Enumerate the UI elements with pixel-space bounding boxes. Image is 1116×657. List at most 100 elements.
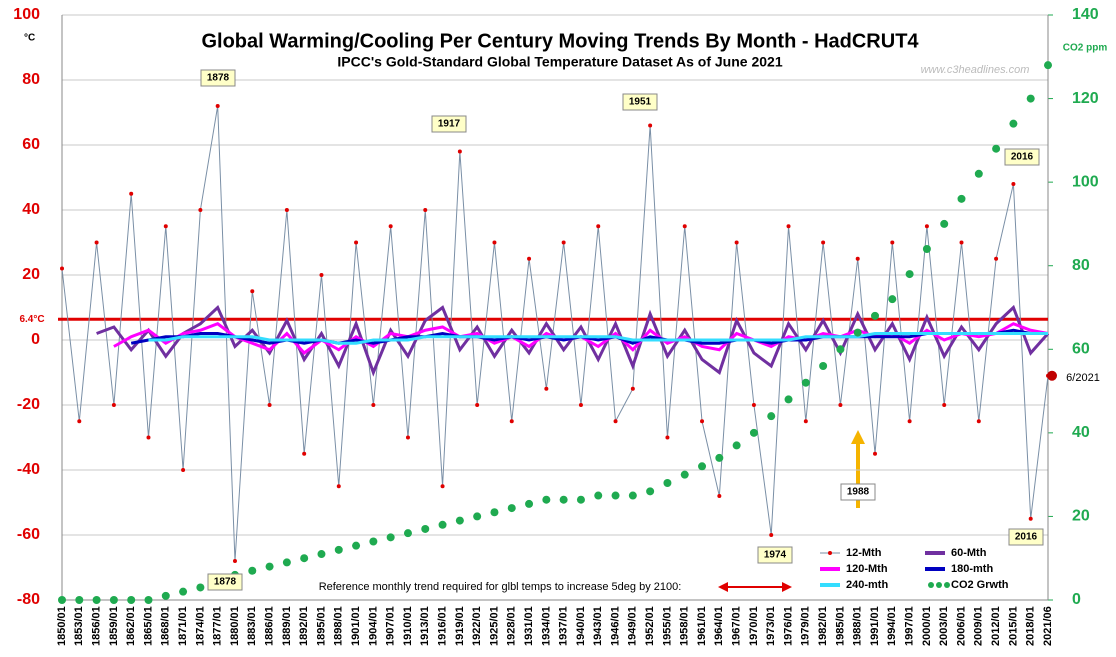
reference-label: 6.4°C	[19, 314, 44, 325]
point	[682, 224, 687, 229]
legend-label: 120-Mth	[846, 563, 888, 575]
co2-point	[784, 395, 793, 404]
x-tick-label: 1994/01	[886, 606, 898, 646]
y2-tick-label: 60	[1072, 341, 1090, 358]
y2-tick-label: 40	[1072, 424, 1090, 441]
point	[319, 273, 324, 277]
x-tick-label: 1970/01	[748, 606, 760, 646]
point	[232, 559, 237, 563]
point	[354, 240, 359, 245]
annotation-box	[840, 483, 876, 501]
co2-point	[490, 508, 499, 517]
ref-arrow-head	[782, 582, 792, 592]
co2-point	[628, 491, 637, 500]
point	[578, 403, 583, 407]
point	[855, 256, 860, 261]
x-tick-label: 1907/01	[385, 606, 397, 646]
co2-point	[871, 311, 880, 320]
point	[700, 419, 705, 424]
point	[492, 240, 497, 245]
co2-point	[594, 491, 603, 500]
point	[388, 224, 393, 229]
co2-point	[109, 596, 118, 604]
x-tick-label: 1928/01	[506, 606, 518, 646]
annotation: 1988	[847, 487, 870, 498]
co2-point	[819, 362, 828, 370]
x-tick-label: 1919/01	[454, 606, 466, 646]
last-point	[1047, 370, 1057, 381]
co2-point	[767, 412, 776, 421]
x-tick-label: 1859/01	[108, 606, 120, 646]
point	[838, 403, 843, 407]
legend-label: 240-mth	[846, 579, 888, 591]
x-tick-label: 1988/01	[852, 606, 864, 646]
co2-point	[663, 479, 672, 487]
co2-point	[58, 596, 66, 604]
x-tick-label: 1877/01	[212, 606, 224, 646]
x-tick-label: 1910/01	[402, 606, 414, 646]
y2-tick-label: 120	[1072, 90, 1099, 107]
co2-point	[421, 524, 430, 533]
point	[613, 419, 618, 424]
x-tick-label: 1892/01	[298, 606, 310, 646]
co2-point	[801, 378, 810, 387]
point	[457, 149, 462, 154]
point	[129, 191, 134, 196]
co2-point	[403, 529, 412, 538]
legend-swatch	[944, 582, 950, 588]
x-tick-label: 1991/01	[869, 606, 881, 646]
point	[786, 224, 791, 229]
x-tick-label: 1979/01	[800, 606, 812, 646]
co2-point	[542, 495, 551, 504]
co2-point	[282, 558, 291, 567]
annotation: 2016	[1015, 532, 1038, 543]
y-tick-label: 80	[22, 71, 40, 88]
point	[371, 403, 376, 407]
legend-swatch	[828, 551, 832, 555]
x-tick-label: 1916/01	[436, 606, 448, 646]
y-unit: °C	[24, 33, 35, 44]
annotation: 1951	[629, 97, 652, 108]
point	[803, 419, 808, 424]
x-tick-label: 1961/01	[696, 606, 708, 646]
x-tick-label: 1955/01	[661, 606, 673, 646]
point	[717, 494, 722, 498]
point	[821, 240, 826, 245]
y2-tick-label: 20	[1072, 508, 1090, 525]
co2-point	[352, 541, 361, 550]
point	[336, 484, 341, 489]
point	[60, 266, 64, 271]
co2-point	[646, 487, 655, 496]
x-tick-label: 1883/01	[246, 606, 258, 646]
annotation: 1974	[764, 550, 787, 561]
y2-label: CO2 ppm	[1063, 43, 1108, 54]
point	[250, 289, 255, 294]
x-tick-label: 2018/01	[1025, 606, 1037, 646]
x-tick-label: 1982/01	[817, 606, 829, 646]
co2-point	[715, 453, 724, 462]
x-tick-label: 1901/01	[350, 606, 362, 646]
point	[198, 208, 203, 212]
annotation-box	[757, 546, 793, 564]
point	[994, 256, 999, 261]
x-tick-label: 2009/01	[973, 606, 985, 646]
x-tick-label: 1946/01	[609, 606, 621, 646]
y-tick-label: 0	[31, 331, 40, 348]
x-tick-label: 1871/01	[177, 606, 189, 646]
legend-label: 60-Mth	[951, 547, 987, 559]
x-tick-label: 1850/01	[56, 606, 68, 646]
x-tick-label: 1856/01	[91, 606, 103, 646]
y-tick-label: 60	[22, 136, 40, 153]
y2-tick-label: 0	[1072, 591, 1081, 608]
annotation: Reference monthly trend required for glb…	[319, 581, 682, 593]
point	[509, 419, 514, 424]
point	[1028, 516, 1033, 521]
co2-point	[161, 591, 170, 600]
annotation-box	[1004, 148, 1040, 166]
x-tick-label: 1889/01	[281, 606, 293, 646]
y-tick-label: 100	[13, 6, 40, 23]
point	[475, 403, 480, 407]
point	[146, 435, 151, 440]
co2-point	[455, 516, 464, 525]
